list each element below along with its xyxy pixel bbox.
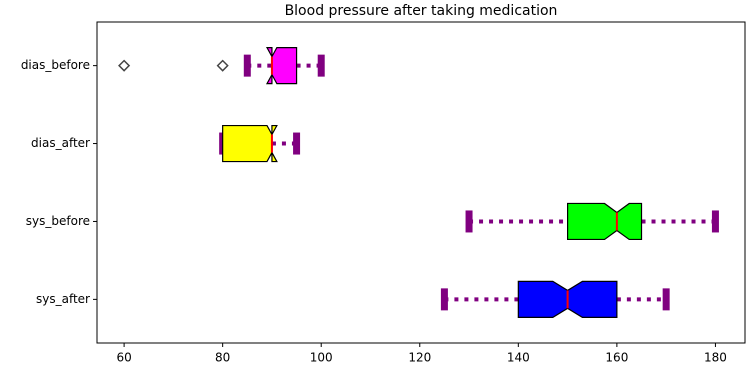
x-tick-label: 160 [605, 351, 628, 365]
y-tick-label: dias_after [31, 136, 90, 150]
x-tick-label: 100 [310, 351, 333, 365]
flier [216, 59, 229, 72]
box [222, 124, 278, 163]
x-tick-label: 140 [507, 351, 530, 365]
y-tick-label: sys_after [36, 292, 90, 306]
x-tick-label: 80 [215, 351, 230, 365]
box [567, 202, 643, 241]
plot-frame [96, 21, 746, 344]
x-tick-label: 180 [704, 351, 727, 365]
x-tick-label: 120 [408, 351, 431, 365]
y-tick-label: dias_before [21, 58, 90, 72]
flier [118, 59, 131, 72]
box [265, 47, 298, 85]
chart-title: Blood pressure after taking medication [285, 3, 558, 19]
x-tick-label: 60 [116, 351, 131, 365]
y-tick-label: sys_before [26, 214, 90, 228]
